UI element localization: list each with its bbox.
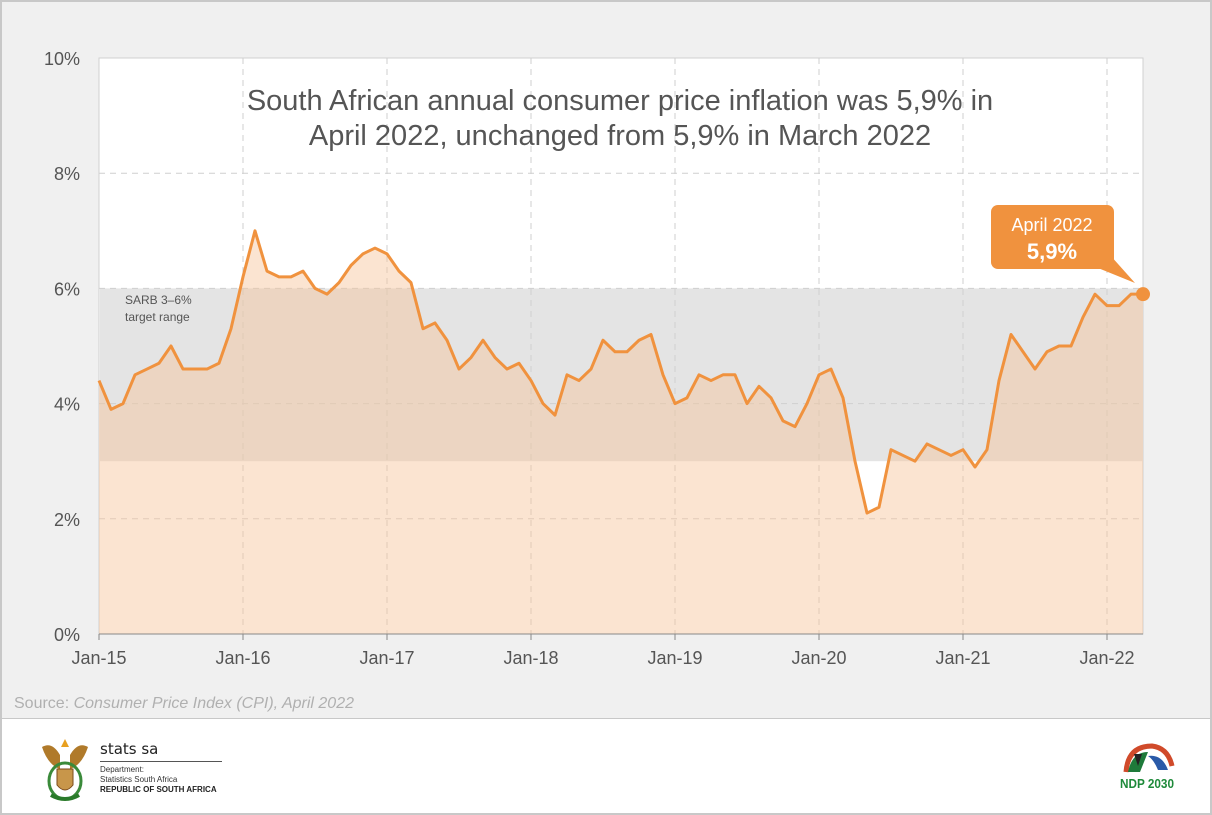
callout: April 2022 5,9% [991,205,1135,283]
x-tick-label: Jan-17 [359,648,414,668]
coat-of-arms-logo [42,739,88,801]
latest-point-marker [1136,287,1150,302]
band-label-line-1: SARB 3–6% [125,293,192,307]
country-name: REPUBLIC OF SOUTH AFRICA [100,785,217,794]
x-tick-label: Jan-21 [935,648,990,668]
source-note: Source: Consumer Price Index (CPI), Apri… [14,695,354,713]
series-area [99,230,1143,635]
dept-line-2: Statistics South Africa [100,775,178,784]
inflation-chart: 0% 2% 4% 6% 8% 10% Jan-15 Jan-16 Jan-17 Jan-18 Ja… [44,49,1150,668]
series-line [97,229,1143,515]
y-tick-label: 2% [54,510,80,530]
y-tick-label: 10% [44,49,80,69]
callout-box [991,205,1114,269]
x-tick-label: Jan-15 [71,648,126,668]
y-tick-label: 8% [54,164,80,184]
target-band [100,288,1143,462]
y-tick-label: 4% [54,395,80,415]
stats-sa-branding: stats sa Department: Statistics South Af… [100,740,222,795]
callout-value: 5,9% [1027,239,1077,264]
x-tick-label: Jan-16 [215,648,270,668]
source-prefix: Source: [14,695,74,712]
x-tick-label: Jan-22 [1079,648,1134,668]
chart-title-line-2: April 2022, unchanged from 5,9% in March… [309,120,931,152]
dept-line-1: Department: [100,765,145,774]
x-tick-label: Jan-18 [503,648,558,668]
ndp-logo-text: NDP 2030 [1120,776,1174,791]
band-label-line-2: target range [125,310,190,324]
chart-title-line-1: South African annual consumer price infl… [247,85,993,117]
x-tick-label: Jan-20 [791,648,846,668]
callout-label: April 2022 [1011,215,1092,235]
callout-pointer [1098,255,1135,283]
ndp-2030-logo: NDP 2030 [1120,743,1175,791]
x-tick-label: Jan-19 [647,648,702,668]
y-tick-label: 0% [54,625,80,645]
y-tick-label: 6% [54,279,80,299]
org-name: stats sa [100,740,222,762]
source-text: Consumer Price Index (CPI), April 2022 [73,695,354,712]
